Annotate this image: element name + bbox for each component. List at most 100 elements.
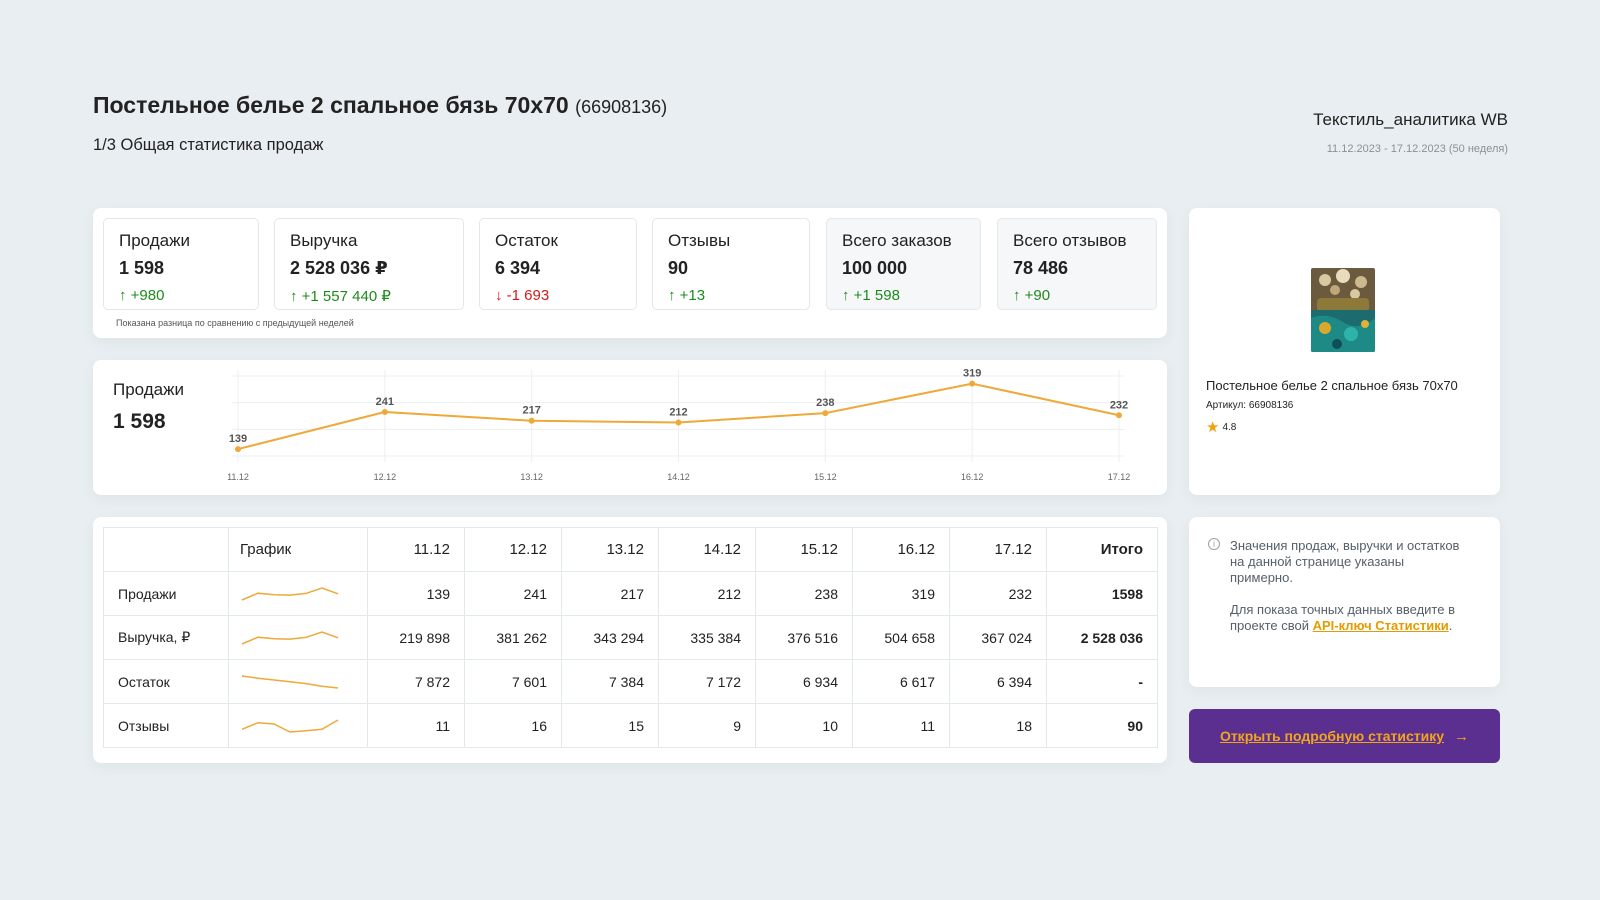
kpi-delta: ↑ +1 598 [842, 287, 900, 304]
report-period: 11.12.2023 - 17.12.2023 (50 неделя) [1326, 143, 1508, 155]
x-tick-label: 13.12 [520, 472, 543, 482]
table-total-cell: 2 528 036 [1046, 615, 1158, 660]
kpi-label: Продажи [119, 231, 190, 250]
table-row: Выручка, ₽ 219 898 381 262 343 294 335 384 37… [103, 615, 1158, 660]
row-label: Выручка, ₽ [103, 615, 229, 660]
sparkline-path [241, 586, 339, 601]
api-key-link[interactable]: API-ключ Статистики [1312, 618, 1449, 633]
table-total-cell: - [1046, 659, 1158, 704]
table-total-cell: 1598 [1046, 571, 1158, 616]
note-prompt: Для показа точных данных введите в проек… [1230, 602, 1455, 633]
info-icon: i [1208, 538, 1220, 550]
table-header-cell: 13.12 [561, 527, 659, 572]
chart-total-value: 1 598 [113, 410, 166, 433]
x-tick-label: 16.12 [961, 472, 984, 482]
open-detailed-stats-button[interactable]: Открыть подробную статистику → [1189, 709, 1500, 763]
data-point [381, 409, 388, 415]
table-cell: 6 394 [949, 659, 1047, 704]
rating-value: 4.8 [1222, 421, 1237, 433]
kpi-value: 90 [668, 258, 689, 278]
table-cell: 6 934 [755, 659, 853, 704]
sparkline-cell [228, 571, 368, 616]
page-subtitle: 1/3 Общая статистика продаж [93, 136, 324, 154]
table-header-cell: Итого [1046, 527, 1158, 572]
sparkline [241, 630, 339, 645]
kpi-label: Всего отзывов [1013, 231, 1127, 250]
data-point [822, 410, 829, 417]
table-header-cell: 17.12 [949, 527, 1047, 572]
table-cell: 219 898 [367, 615, 465, 660]
data-point [1116, 412, 1122, 419]
brand-name: Текстиль_аналитика WB [1313, 110, 1508, 129]
x-tick-label: 12.12 [374, 472, 397, 482]
arrow-right-icon: → [1454, 727, 1470, 745]
data-point [675, 419, 682, 426]
data-label: 212 [669, 407, 687, 419]
brand-block: Текстиль_аналитика WB 11.12.2023 - 17.12… [1313, 110, 1508, 155]
data-label: 319 [963, 368, 981, 380]
sparkline [241, 674, 339, 689]
table-total-cell: 90 [1046, 703, 1158, 748]
page-header: Постельное белье 2 спальное бязь 70х70 (… [93, 92, 667, 155]
table-cell: 504 658 [852, 615, 950, 660]
table-cell: 9 [658, 703, 756, 748]
data-point [528, 417, 535, 424]
kpi-label: Всего заказов [842, 231, 952, 250]
table-row: Отзывы 11 16 15 9 10 11 18 90 [103, 703, 1158, 748]
sales-line-chart: 139 11.12 241 12.12 217 13.12 212 14.12 238 15.12… [227, 368, 1130, 482]
info-note-card: i Значения продаж, выручки и остатков на… [1189, 517, 1500, 687]
table-row: Продажи 139 241 217 212 238 319 232 1598 [103, 571, 1158, 616]
kpi-label: Отзывы [668, 231, 731, 250]
sparkline-cell [228, 659, 368, 704]
data-label: 139 [229, 433, 247, 445]
product-image [1311, 268, 1375, 352]
data-label: 232 [1110, 399, 1128, 411]
sales-chart-card: Продажи 1 598 139 11.12 241 12.12 217 13.12 21… [93, 360, 1167, 495]
product-rating: ★ 4.8 [1206, 418, 1236, 436]
table-cell: 139 [367, 571, 465, 616]
kpi-total-reviews: Всего отзывов 78 486 ↑ +90 [997, 218, 1157, 310]
x-tick-label: 14.12 [667, 472, 690, 482]
kpi-sales: Продажи 1 598 ↑ +980 [103, 218, 259, 310]
row-label: Остаток [103, 659, 229, 704]
sparkline [241, 586, 339, 601]
kpi-reviews: Отзывы 90 ↑ +13 [652, 218, 810, 310]
table-header-row: График 11.12 12.12 13.12 14.12 15.12 16.… [103, 527, 1158, 572]
table-cell: 6 617 [852, 659, 950, 704]
table-cell: 319 [852, 571, 950, 616]
table-cell: 11 [852, 703, 950, 748]
table-header-cell: 15.12 [755, 527, 853, 572]
table-cell: 7 601 [464, 659, 562, 704]
product-name: Постельное белье 2 спальное бязь 70х70 [1206, 378, 1458, 393]
note-text-2: Для показа точных данных введите в проек… [1230, 602, 1470, 634]
data-label: 217 [522, 405, 540, 417]
table-cell: 7 872 [367, 659, 465, 704]
stats-table-card: График 11.12 12.12 13.12 14.12 15.12 16.… [93, 517, 1167, 763]
kpi-comparison-note: Показана разница по сравнению с предыдущ… [116, 318, 354, 328]
chart-label: Продажи [113, 380, 184, 399]
sparkline-cell [228, 703, 368, 748]
row-label: Продажи [103, 571, 229, 616]
table-cell: 335 384 [658, 615, 756, 660]
table-cell: 10 [755, 703, 853, 748]
product-article: Артикул: 66908136 [1206, 400, 1294, 411]
table-cell: 241 [464, 571, 562, 616]
kpi-stock: Остаток 6 394 ↓ -1 693 [479, 218, 637, 310]
kpi-label: Выручка [290, 231, 358, 250]
sparkline-path [241, 718, 339, 733]
kpi-value: 100 000 [842, 258, 908, 278]
kpi-delta: ↓ -1 693 [495, 287, 550, 304]
kpi-value: 2 528 036 ₽ [290, 258, 388, 278]
stats-table: График 11.12 12.12 13.12 14.12 15.12 16.… [103, 527, 1158, 748]
table-cell: 232 [949, 571, 1047, 616]
kpi-value: 78 486 [1013, 258, 1069, 278]
table-row: Остаток 7 872 7 601 7 384 7 172 6 934 6 617 6 3… [103, 659, 1158, 704]
table-cell: 381 262 [464, 615, 562, 660]
product-title: Постельное белье 2 спальное бязь 70х70 [93, 92, 569, 118]
sparkline [241, 718, 339, 733]
data-label: 241 [376, 396, 394, 408]
table-header-cell: 11.12 [367, 527, 465, 572]
note-text: Значения продаж, выручки и остатков на д… [1230, 538, 1460, 585]
kpi-label: Остаток [495, 231, 558, 250]
table-cell: 11 [367, 703, 465, 748]
